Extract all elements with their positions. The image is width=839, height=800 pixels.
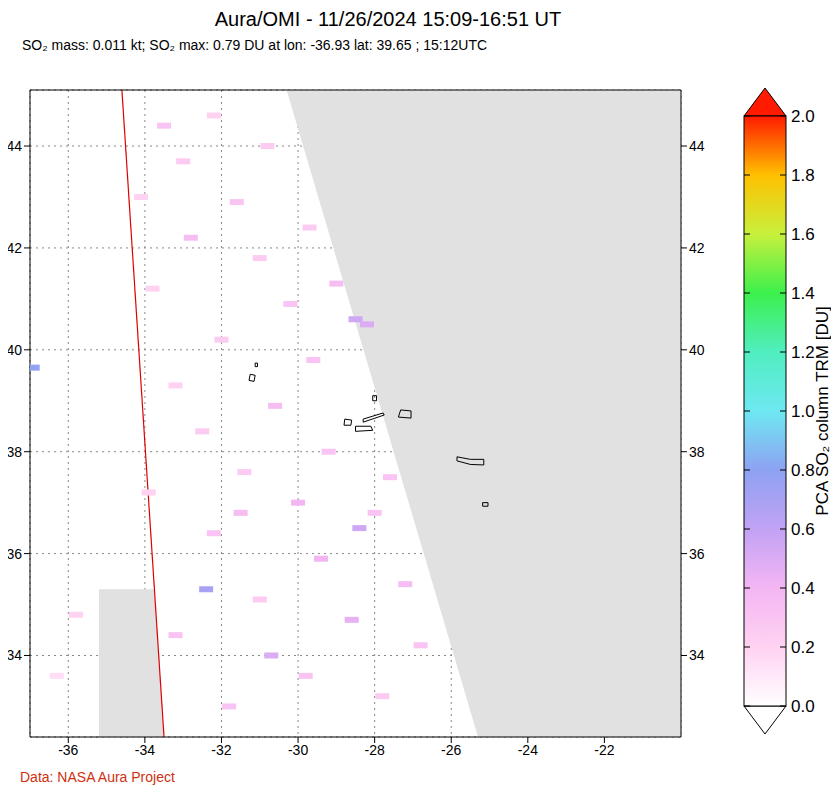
svg-text:-34: -34: [135, 742, 155, 758]
svg-text:36: 36: [8, 546, 22, 562]
svg-text:1.8: 1.8: [791, 166, 815, 185]
svg-text:0.8: 0.8: [791, 461, 815, 480]
svg-text:-28: -28: [365, 742, 385, 758]
svg-text:0.6: 0.6: [791, 520, 815, 539]
svg-text:40: 40: [8, 342, 22, 358]
svg-text:1.6: 1.6: [791, 225, 815, 244]
svg-text:38: 38: [8, 444, 22, 460]
svg-text:-22: -22: [594, 742, 614, 758]
svg-text:34: 34: [8, 647, 22, 663]
svg-text:36: 36: [689, 546, 705, 562]
svg-text:0.2: 0.2: [791, 638, 815, 657]
svg-text:40: 40: [689, 342, 705, 358]
svg-text:42: 42: [689, 240, 705, 256]
svg-text:1.2: 1.2: [791, 343, 815, 362]
svg-text:0.0: 0.0: [791, 697, 815, 716]
svg-text:2.0: 2.0: [791, 107, 815, 126]
svg-text:1.0: 1.0: [791, 402, 815, 421]
svg-text:PCA SO₂ column TRM [DU]: PCA SO₂ column TRM [DU]: [813, 306, 831, 515]
svg-text:0.4: 0.4: [791, 579, 815, 598]
svg-text:-36: -36: [58, 742, 78, 758]
html-text:Aura/OMI - 11/26/2024 15:09-16: Aura/OMI - 11/26/2024 15:09-16:51 UT: [214, 8, 562, 30]
svg-text:38: 38: [689, 444, 705, 460]
svg-text:42: 42: [8, 240, 22, 256]
html-text:SO₂ mass: 0.011 kt; SO₂ max: 0: SO₂ mass: 0.011 kt; SO₂ max: 0.79 DU at …: [22, 37, 488, 53]
svg-text:-32: -32: [211, 742, 231, 758]
svg-text:34: 34: [689, 647, 705, 663]
svg-text:44: 44: [689, 138, 705, 154]
svg-text:1.4: 1.4: [791, 284, 815, 303]
html-text:Data: NASA Aura Project: Data: NASA Aura Project: [20, 769, 175, 785]
svg-text:-24: -24: [518, 742, 538, 758]
svg-text:44: 44: [8, 138, 22, 154]
svg-text:-26: -26: [441, 742, 461, 758]
svg-text:-30: -30: [288, 742, 308, 758]
